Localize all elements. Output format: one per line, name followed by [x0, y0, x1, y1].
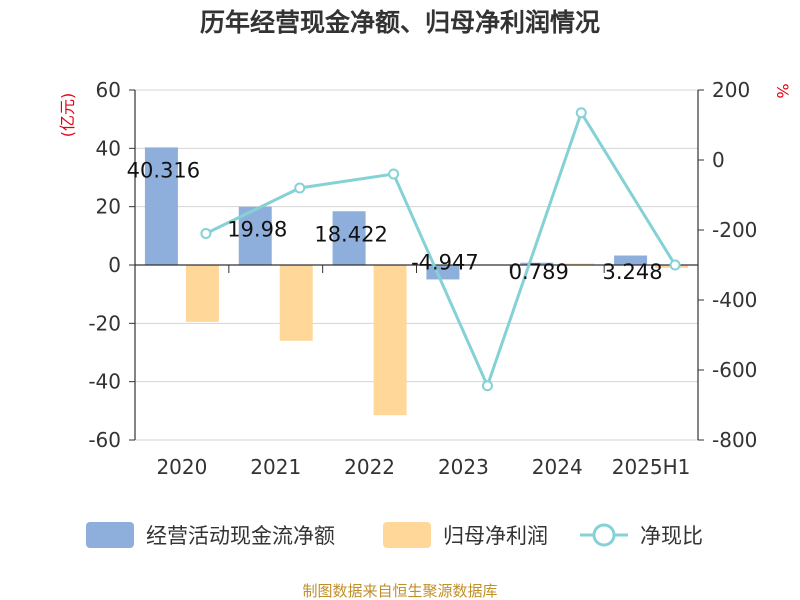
left-tick-label: -60: [88, 428, 121, 452]
data-label: 40.316: [127, 158, 200, 182]
legend-swatch: [383, 522, 431, 548]
x-tick-label: 2022: [344, 455, 395, 479]
left-tick-label: 60: [96, 78, 121, 102]
data-label: 19.98: [227, 218, 287, 242]
bar: [561, 263, 595, 265]
left-tick-label: -40: [88, 370, 121, 394]
ratio-polyline: [205, 109, 677, 390]
legend-label: 净现比: [640, 524, 703, 548]
right-tick-label: -800: [712, 428, 757, 452]
data-label: 3.248: [603, 260, 663, 284]
left-axis-unit: (亿元): [58, 93, 77, 138]
x-tick-label: 2024: [532, 455, 583, 479]
x-tick-label: 2021: [250, 455, 301, 479]
right-tick-label: -200: [712, 218, 757, 242]
x-tick-label: 2023: [438, 455, 489, 479]
right-tick-label: -400: [712, 288, 757, 312]
right-axis-unit: %: [773, 83, 792, 98]
ratio-point: [575, 107, 587, 119]
data-label: 18.422: [314, 222, 387, 246]
source-note: 制图数据来自恒生聚源数据库: [302, 582, 497, 600]
bar: [614, 255, 648, 265]
ratio-line: [200, 107, 681, 392]
left-tick-label: 40: [96, 136, 121, 160]
left-tick-label: 0: [108, 253, 121, 277]
bar: [279, 265, 313, 341]
right-tick-label: 200: [712, 78, 750, 102]
data-label: -4.947: [411, 250, 479, 274]
legend-label: 经营活动现金流净额: [146, 524, 335, 548]
ratio-point: [669, 259, 681, 271]
right-tick-label: -600: [712, 358, 757, 382]
bar: [373, 265, 407, 416]
right-tick-label: 0: [712, 148, 725, 172]
left-tick-label: 20: [96, 195, 121, 219]
ratio-point: [200, 228, 212, 239]
data-labels: 40.316 19.98 18.422 -4.947 0.789 3.248: [127, 158, 663, 284]
left-tick-label: -20: [88, 311, 121, 335]
axes: 6040200-20-40-602000-200-400-600-8002020…: [88, 78, 757, 479]
x-tick-label: 2020: [156, 455, 207, 479]
data-label: 0.789: [509, 260, 569, 284]
legend-swatch: [86, 522, 134, 548]
ratio-point: [388, 168, 400, 180]
x-tick-label: 2025H1: [612, 455, 691, 479]
bar: [520, 262, 554, 265]
bar: [144, 147, 178, 265]
bar: [185, 265, 219, 322]
ratio-point: [294, 182, 306, 194]
legend: 经营活动现金流净额 归母净利润 净现比: [86, 522, 703, 548]
chart-title: 历年经营现金净额、归母净利润情况: [200, 8, 600, 37]
bar: [332, 211, 366, 265]
ratio-point: [481, 380, 493, 392]
legend-label: 归母净利润: [443, 524, 548, 548]
legend-marker: [592, 523, 616, 547]
